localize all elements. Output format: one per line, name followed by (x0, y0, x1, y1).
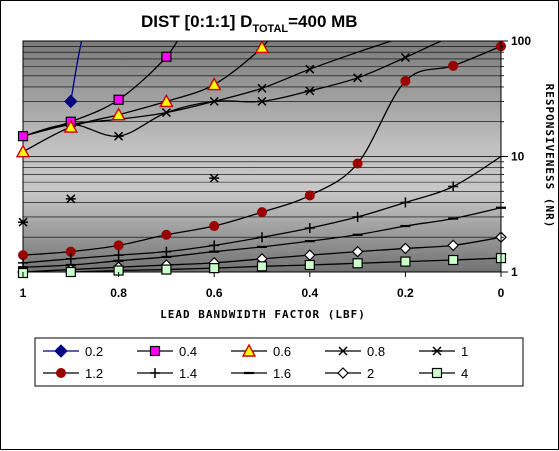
marker (400, 52, 410, 63)
legend-label: 1.4 (179, 366, 197, 381)
marker (400, 76, 411, 87)
marker (65, 266, 76, 278)
marker (305, 64, 315, 74)
marker (161, 108, 171, 118)
marker (353, 73, 363, 83)
marker (111, 107, 126, 121)
legend-label: 0.6 (273, 344, 291, 359)
marker (113, 240, 124, 251)
y-tick-label: 1 (511, 265, 518, 279)
marker (161, 229, 172, 240)
legend: 0.2 0.4 0.6 0.8 1 1.2 1.4 1.6 2 4 (34, 337, 524, 387)
marker (64, 94, 78, 109)
legend-item: 1.2 (43, 366, 103, 381)
x-tick-label: 0.4 (301, 286, 318, 300)
marker (207, 77, 222, 91)
marker (149, 345, 161, 357)
marker (448, 254, 459, 266)
marker (63, 119, 78, 133)
marker (254, 39, 270, 54)
marker (447, 239, 460, 252)
legend-item: 1 (419, 344, 468, 359)
legend-item: 0.2 (43, 344, 103, 359)
y-axis-label: RESPONSIVENESS (NR) (543, 84, 556, 229)
x-tick-label: 0.2 (397, 286, 414, 300)
y-tick-label: 100 (511, 34, 531, 48)
marker (161, 51, 172, 62)
marker (448, 60, 459, 71)
x-tick-label: 0.8 (110, 286, 127, 300)
marker (337, 367, 349, 379)
y-tick-label: 10 (511, 150, 525, 164)
marker (304, 259, 315, 271)
marker (256, 261, 268, 272)
series-line (70, 41, 83, 102)
marker (113, 94, 124, 105)
x-tick-label: 0 (498, 286, 505, 300)
series-0_8-markers (161, 52, 410, 118)
legend-label: 4 (461, 366, 468, 381)
chart-title-sub: TOTAL (252, 23, 288, 35)
legend-label: 0.2 (85, 344, 103, 359)
series-0_6-markers (15, 39, 270, 158)
marker (431, 367, 443, 379)
marker (352, 258, 363, 269)
series-1_2-markers (18, 41, 506, 261)
legend-item: 0.6 (231, 343, 291, 359)
series-line (23, 41, 394, 137)
marker (352, 158, 363, 169)
marker (161, 264, 172, 275)
legend-label: 1.6 (273, 366, 291, 381)
x-ticks: 1 0.8 0.6 0.4 0.2 0 (20, 272, 505, 300)
legend-label: 0.8 (367, 344, 385, 359)
marker (209, 96, 219, 106)
marker (159, 93, 174, 108)
marker (17, 131, 29, 142)
x-tick-label: 1 (20, 286, 27, 300)
legend-label: 2 (367, 366, 374, 381)
x-axis-label: LEAD BANDWIDTH FACTOR (LBF) (160, 308, 366, 321)
legend-label: 1.2 (85, 366, 103, 381)
chart-title-main: DIST [0:1:1] D (141, 12, 252, 31)
legend-item: 2 (325, 366, 374, 381)
marker (399, 242, 412, 255)
marker (56, 368, 66, 378)
legend-item: 0.8 (325, 344, 385, 359)
marker (209, 263, 220, 274)
series-1-markers (18, 86, 315, 227)
marker (209, 221, 220, 232)
chart-title-tail: =400 MB (288, 12, 357, 31)
marker (54, 344, 68, 358)
series-0_2-markers (64, 94, 78, 109)
legend-item: 1.6 (231, 366, 291, 381)
legend-items: 0.2 0.4 0.6 0.8 1 1.2 1.4 1.6 2 4 (43, 343, 468, 381)
marker (338, 346, 348, 356)
chart-title: DIST [0:1:1] DTOTAL=400 MB (141, 12, 358, 35)
x-tick-label: 0.6 (206, 286, 223, 300)
marker (257, 207, 267, 218)
marker (400, 256, 411, 267)
marker (304, 190, 315, 201)
series-markers (15, 39, 507, 279)
legend-item: 4 (419, 366, 468, 381)
marker (15, 144, 31, 158)
legend-label: 1 (461, 344, 468, 359)
y-ticks: 1 10 100 (501, 34, 531, 279)
legend-label: 0.4 (179, 344, 197, 359)
marker (351, 245, 364, 258)
right-axis: 1 10 100 (500, 34, 531, 279)
series-1_4-markers (18, 181, 459, 268)
legend-item: 0.4 (137, 344, 197, 359)
marker (241, 343, 257, 357)
legend-item: 1.4 (137, 366, 197, 381)
marker (257, 83, 267, 93)
